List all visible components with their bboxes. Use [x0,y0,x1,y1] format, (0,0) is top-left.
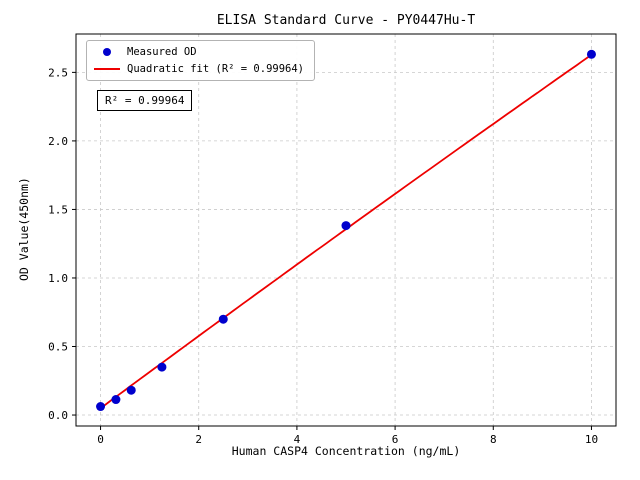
y-tick-label: 2.0 [48,135,68,148]
data-point [218,314,228,324]
measured-od-marker-icon [94,48,120,56]
x-tick-label: 6 [392,433,399,446]
data-point [586,49,596,59]
x-tick-label: 10 [585,433,598,446]
y-tick-label: 1.0 [48,272,68,285]
r-squared-annotation: R² = 0.99964 [97,90,193,111]
data-point [341,221,351,231]
y-tick-label: 0.5 [48,341,68,354]
legend-item-quadratic-fit: Quadratic fit (R² = 0.99964) [94,63,304,75]
quadratic-fit-line-icon [94,68,120,70]
legend-item-measured-od: Measured OD [94,46,304,58]
x-tick-label: 8 [490,433,497,446]
y-tick-label: 2.5 [48,66,68,79]
data-point [157,362,167,372]
x-tick-label: 2 [195,433,202,446]
legend: Measured OD Quadratic fit (R² = 0.99964) [86,40,316,81]
data-point [96,402,106,412]
chart-title: ELISA Standard Curve - PY0447Hu-T [216,13,476,28]
red-line-icon [94,68,120,70]
data-point [126,385,136,395]
x-tick-label: 4 [294,433,301,446]
x-tick-label: 0 [97,433,104,446]
legend-label-measured-od: Measured OD [127,46,197,58]
y-axis-label: OD Value(450nm) [17,177,31,281]
data-point [111,395,121,405]
x-axis-label: Human CASP4 Concentration (ng/mL) [231,444,461,458]
y-tick-label: 1.5 [48,203,68,216]
legend-label-quadratic-fit: Quadratic fit (R² = 0.99964) [127,63,305,75]
y-tick-label: 0.0 [48,409,68,422]
blue-dot-icon [103,48,111,56]
